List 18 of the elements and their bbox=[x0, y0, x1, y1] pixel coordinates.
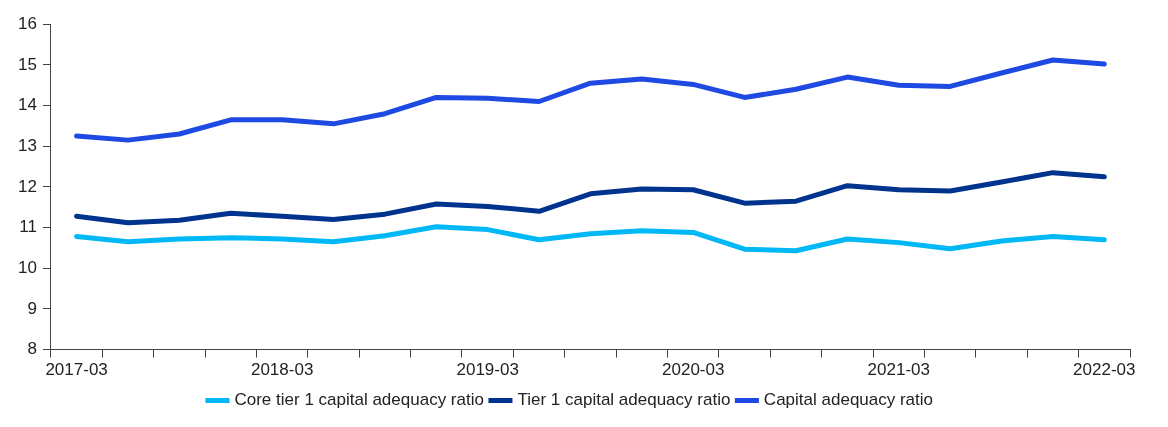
x-tick-label: 2022-03 bbox=[1073, 360, 1136, 380]
y-tick-label: 14 bbox=[17, 95, 37, 115]
x-tick-label: 2020-03 bbox=[662, 360, 725, 380]
y-tick-label: 11 bbox=[19, 217, 37, 237]
y-tick-label: 16 bbox=[17, 13, 37, 33]
y-tick-label: 13 bbox=[17, 135, 37, 155]
y-tick-label: 10 bbox=[17, 257, 37, 277]
legend-label: Tier 1 capital adequacy ratio bbox=[517, 390, 731, 410]
y-tick-label: 9 bbox=[27, 298, 37, 318]
y-tick-label: 12 bbox=[17, 176, 37, 196]
x-tick-label: 2017-03 bbox=[45, 360, 108, 380]
x-tick-label: 2018-03 bbox=[250, 360, 314, 380]
legend-label: Capital adequacy ratio bbox=[763, 390, 934, 410]
legend-label: Core tier 1 capital adequacy ratio bbox=[234, 390, 484, 410]
x-tick-label: 2021-03 bbox=[867, 360, 930, 380]
y-tick-label: 15 bbox=[17, 54, 37, 74]
x-tick-label: 2019-03 bbox=[456, 360, 519, 380]
y-tick-label: 8 bbox=[27, 339, 37, 359]
